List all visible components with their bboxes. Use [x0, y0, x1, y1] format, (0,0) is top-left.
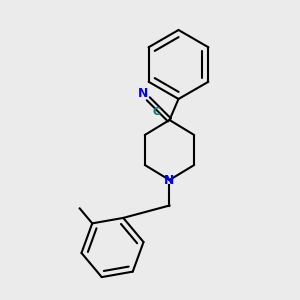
- Text: N: N: [138, 88, 149, 100]
- Text: C: C: [153, 107, 161, 117]
- Text: N: N: [164, 173, 175, 187]
